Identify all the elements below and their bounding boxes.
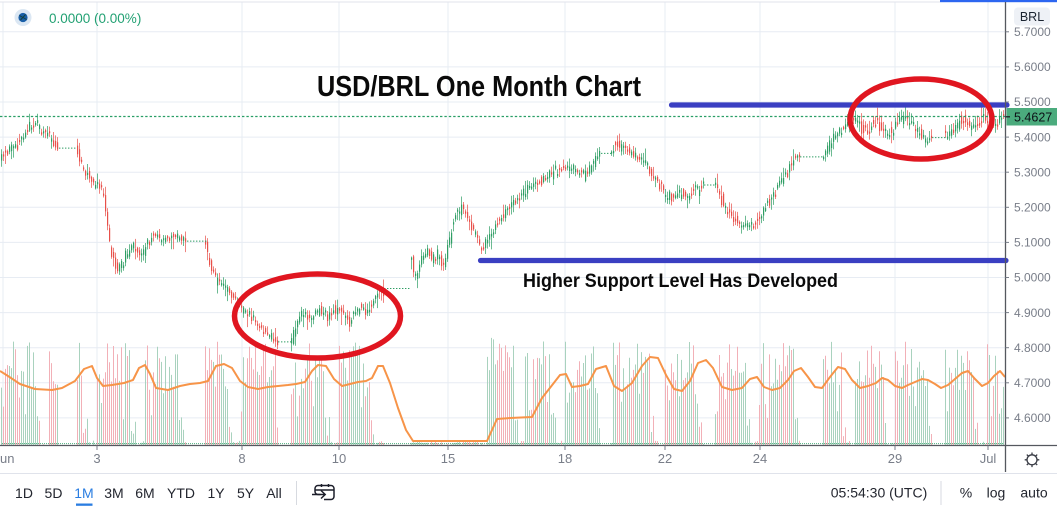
svg-text:5.5000: 5.5000 (1014, 95, 1051, 109)
svg-text:5.3000: 5.3000 (1014, 165, 1051, 179)
svg-text:5Y: 5Y (237, 485, 255, 501)
svg-text:3: 3 (93, 451, 100, 466)
svg-text:3M: 3M (104, 485, 123, 501)
svg-text:BRL: BRL (1020, 10, 1044, 24)
svg-text:10: 10 (332, 451, 346, 466)
svg-text:24: 24 (753, 451, 767, 466)
svg-text:5.0000: 5.0000 (1014, 271, 1051, 285)
svg-text:1D: 1D (15, 485, 33, 501)
svg-text:4.6000: 4.6000 (1014, 411, 1051, 425)
svg-text:22: 22 (658, 451, 672, 466)
svg-text:8: 8 (238, 451, 245, 466)
svg-text:Jul: Jul (980, 451, 997, 466)
svg-text:29: 29 (888, 451, 902, 466)
svg-text:log: log (987, 485, 1006, 501)
svg-text:Higher Support Level Has Devel: Higher Support Level Has Developed (523, 270, 838, 292)
svg-text:All: All (266, 485, 282, 501)
svg-text:05:54:30 (UTC): 05:54:30 (UTC) (831, 485, 927, 501)
svg-text:auto: auto (1020, 485, 1047, 501)
svg-text:USD/BRL One Month Chart: USD/BRL One Month Chart (317, 71, 641, 103)
svg-text:4.7000: 4.7000 (1014, 376, 1051, 390)
svg-text:Jun: Jun (0, 451, 14, 466)
svg-text:5.7000: 5.7000 (1014, 25, 1051, 39)
svg-text:18: 18 (558, 451, 572, 466)
svg-text:4.8000: 4.8000 (1014, 341, 1051, 355)
svg-text:4.9000: 4.9000 (1014, 306, 1051, 320)
svg-text:YTD: YTD (167, 485, 195, 501)
svg-text:15: 15 (441, 451, 455, 466)
svg-text:1M: 1M (74, 485, 93, 501)
svg-text:5.6000: 5.6000 (1014, 60, 1051, 74)
svg-text:1Y: 1Y (207, 485, 225, 501)
svg-text:6M: 6M (135, 485, 154, 501)
svg-text:5.1000: 5.1000 (1014, 236, 1051, 250)
svg-text:5.2000: 5.2000 (1014, 201, 1051, 215)
svg-text:5.4627: 5.4627 (1014, 111, 1052, 125)
svg-text:5D: 5D (45, 485, 63, 501)
svg-text:%: % (960, 485, 972, 501)
svg-text:5.4000: 5.4000 (1014, 130, 1051, 144)
svg-text:0.0000 (0.00%): 0.0000 (0.00%) (49, 11, 141, 26)
